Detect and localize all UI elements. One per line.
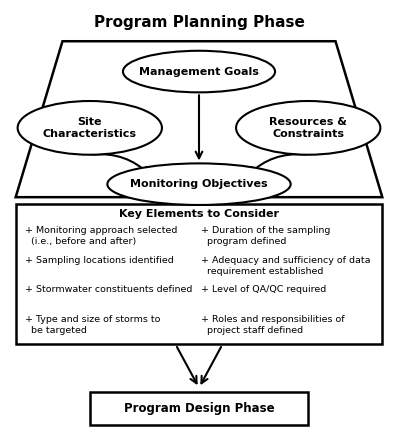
Polygon shape [16,41,382,197]
Text: Key Elements to Consider: Key Elements to Consider [119,209,279,219]
Text: + Duration of the sampling
  program defined: + Duration of the sampling program defin… [201,226,330,246]
Text: Program Design Phase: Program Design Phase [124,402,274,415]
Text: + Level of QA/QC required: + Level of QA/QC required [201,285,326,294]
Text: Management Goals: Management Goals [139,67,259,76]
Text: Monitoring Objectives: Monitoring Objectives [130,179,268,189]
Bar [16,204,382,344]
Ellipse shape [236,101,380,155]
Text: + Type and size of storms to
  be targeted: + Type and size of storms to be targeted [25,315,161,335]
Bar [90,392,308,425]
Text: Site
Characteristics: Site Characteristics [43,117,137,139]
Text: Resources &
Constraints: Resources & Constraints [269,117,347,139]
Text: + Monitoring approach selected
  (i.e., before and after): + Monitoring approach selected (i.e., be… [25,226,178,246]
Ellipse shape [18,101,162,155]
Text: Program Planning Phase: Program Planning Phase [94,15,304,30]
Text: + Adequacy and sufficiency of data
  requirement established: + Adequacy and sufficiency of data requi… [201,255,371,276]
Text: + Stormwater constituents defined: + Stormwater constituents defined [25,285,193,294]
Ellipse shape [123,51,275,92]
Text: + Roles and responsibilities of
  project staff defined: + Roles and responsibilities of project … [201,315,345,335]
Ellipse shape [107,164,291,205]
Text: + Sampling locations identified: + Sampling locations identified [25,255,174,265]
